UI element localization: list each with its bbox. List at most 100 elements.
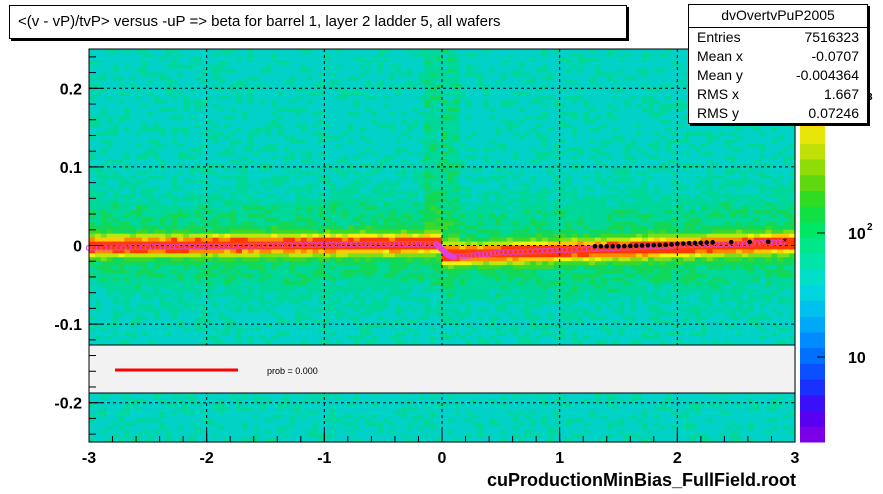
heatmap-cell xyxy=(236,52,243,58)
heatmap-cell xyxy=(183,206,190,211)
heatmap-cell xyxy=(324,60,331,66)
heatmap-cell xyxy=(271,257,278,262)
heatmap-cell xyxy=(265,331,272,337)
heatmap-cell xyxy=(289,190,296,196)
heatmap-cell xyxy=(136,119,143,125)
heatmap-cell xyxy=(306,80,314,85)
heatmap-cell xyxy=(353,111,361,117)
heatmap-cell xyxy=(94,52,102,58)
heatmap-cell xyxy=(118,166,125,172)
heatmap-cell xyxy=(265,182,272,188)
heatmap-cell xyxy=(347,104,355,109)
heatmap-cell xyxy=(100,292,108,298)
heatmap-cell xyxy=(136,72,143,78)
heatmap-cell xyxy=(347,135,355,140)
heatmap-cell xyxy=(330,206,337,211)
heatmap-cell xyxy=(224,249,231,254)
heatmap-cell xyxy=(371,131,378,137)
heatmap-cell xyxy=(236,115,243,121)
heatmap-cell xyxy=(306,273,314,278)
heatmap-cell xyxy=(324,68,331,74)
heatmap-cell xyxy=(171,422,178,427)
heatmap-cell xyxy=(200,166,208,172)
heatmap-cell xyxy=(365,72,372,78)
heatmap-cell xyxy=(271,288,278,294)
heatmap-cell xyxy=(371,269,378,274)
heatmap-cell xyxy=(194,178,202,184)
heatmap-cell xyxy=(212,84,220,89)
heatmap-cell xyxy=(294,394,302,400)
heatmap-cell xyxy=(300,221,308,227)
heatmap-cell xyxy=(318,422,325,427)
heatmap-cell xyxy=(212,253,220,258)
heatmap-cell xyxy=(253,115,261,121)
heatmap-cell xyxy=(153,229,161,235)
heatmap-cell xyxy=(241,162,249,168)
heatmap-cell xyxy=(136,147,143,152)
heatmap-cell xyxy=(283,92,290,97)
heatmap-cell xyxy=(359,68,367,74)
heatmap-cell xyxy=(177,214,184,219)
heatmap-cell xyxy=(100,206,108,211)
heatmap-cell xyxy=(377,276,384,282)
heatmap-cell xyxy=(153,296,161,302)
heatmap-cell xyxy=(247,56,255,62)
heatmap-cell xyxy=(106,217,114,223)
heatmap-cell xyxy=(100,139,108,144)
heatmap-cell xyxy=(271,241,278,247)
heatmap-cell xyxy=(265,414,272,420)
heatmap-cell xyxy=(306,249,314,254)
heatmap-cell xyxy=(341,414,349,420)
heatmap-cell xyxy=(183,280,190,286)
heatmap-cell xyxy=(159,430,167,435)
heatmap-cell xyxy=(259,217,267,223)
heatmap-cell xyxy=(153,253,161,258)
heatmap-cell xyxy=(106,339,114,345)
heatmap-cell xyxy=(247,331,255,337)
heatmap-cell xyxy=(177,339,184,345)
heatmap-cell xyxy=(289,402,296,408)
heatmap-cell xyxy=(259,406,267,412)
heatmap-cell xyxy=(259,261,267,266)
heatmap-cell xyxy=(212,280,220,286)
heatmap-cell xyxy=(136,233,143,239)
heatmap-cell xyxy=(247,249,255,254)
heatmap-cell xyxy=(177,241,184,247)
heatmap-cell xyxy=(124,56,131,62)
heatmap-cell xyxy=(200,430,208,435)
heatmap-cell xyxy=(141,414,149,420)
heatmap-cell xyxy=(165,292,172,298)
heatmap-cell xyxy=(141,406,149,412)
heatmap-cell xyxy=(159,100,167,105)
heatmap-cell xyxy=(371,394,378,400)
heatmap-cell xyxy=(112,72,120,78)
heatmap-cell xyxy=(159,92,167,97)
heatmap-cell xyxy=(189,96,196,101)
heatmap-cell xyxy=(283,170,290,176)
heatmap-cell xyxy=(130,162,137,168)
heatmap-cell xyxy=(277,68,284,74)
heatmap-cell xyxy=(224,104,231,109)
heatmap-cell xyxy=(100,80,108,85)
heatmap-cell xyxy=(312,68,320,74)
heatmap-cell xyxy=(89,143,96,148)
heatmap-cell xyxy=(318,237,325,243)
heatmap-cell xyxy=(318,410,325,416)
heatmap-cell xyxy=(336,170,343,176)
heatmap-cell xyxy=(306,174,314,180)
heatmap-cell xyxy=(200,273,208,278)
heatmap-cell xyxy=(165,410,172,416)
heatmap-cell xyxy=(183,147,190,152)
heatmap-cell xyxy=(194,265,202,270)
heatmap-cell xyxy=(341,80,349,85)
heatmap-cell xyxy=(112,174,120,180)
heatmap-cell xyxy=(347,312,355,317)
heatmap-cell xyxy=(124,253,131,258)
heatmap-cell xyxy=(153,182,161,188)
heatmap-cell xyxy=(271,131,278,137)
heatmap-cell xyxy=(206,170,214,176)
heatmap-cell xyxy=(189,430,196,435)
heatmap-cell xyxy=(124,104,131,109)
heatmap-cell xyxy=(365,328,372,333)
heatmap-cell xyxy=(318,68,325,74)
